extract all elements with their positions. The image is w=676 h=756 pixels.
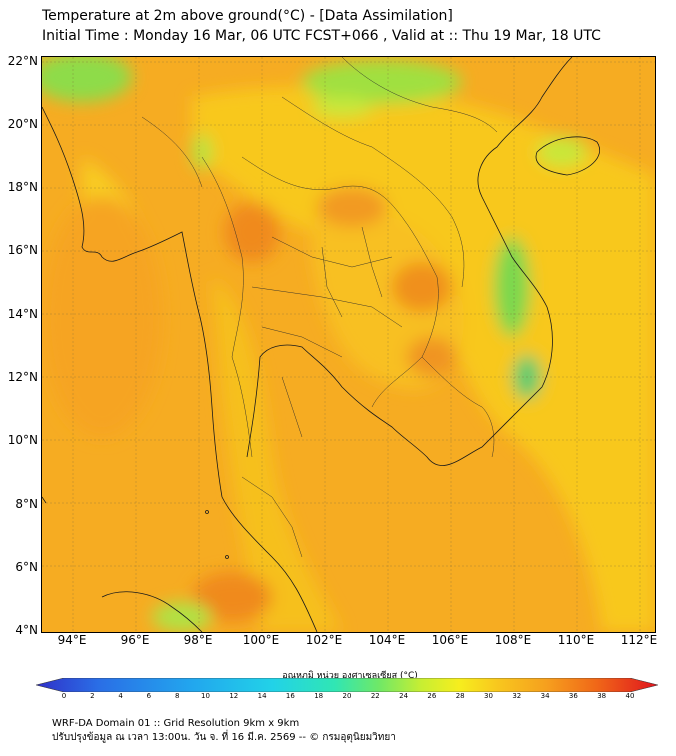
lat-label-22n: 22°N	[7, 54, 38, 68]
footer-line-2: ปรับปรุงข้อมูล ณ เวลา 13:00น. วัน จ. ที่…	[52, 732, 396, 743]
map-title: Temperature at 2m above ground(°C) - [Da…	[42, 6, 601, 46]
footer-line-1: WRF-DA Domain 01 :: Grid Resolution 9km …	[52, 718, 300, 729]
colorbar-tick-label: 26	[427, 692, 437, 700]
title-line-2: Initial Time : Monday 16 Mar, 06 UTC FCS…	[42, 28, 601, 44]
colorbar-tick-label: 0	[61, 692, 67, 700]
colorbar-tick-label: 2	[90, 692, 95, 700]
lon-label-104e: 104°E	[368, 633, 406, 647]
colorbar-tick-label: 20	[342, 692, 352, 700]
colorbar-tick-label: 14	[257, 692, 267, 700]
colorbar-tick-label: 36	[568, 692, 578, 700]
lon-label-94e: 94°E	[57, 633, 87, 647]
colorbar	[36, 678, 658, 692]
colorbar-tick-label: 8	[174, 692, 180, 700]
colorbar-tick-label: 16	[285, 692, 295, 700]
lon-label-110e: 110°E	[557, 633, 595, 647]
lon-label-102e: 102°E	[305, 633, 343, 647]
colorbar-tick-label: 22	[370, 692, 380, 700]
colorbar-tick-label: 12	[229, 692, 239, 700]
map-canvas	[42, 57, 655, 632]
lon-label-106e: 106°E	[431, 633, 469, 647]
colorbar-title: อุณหภูมิ หน่วย องศาเซลเซียส (°C)	[282, 671, 418, 681]
lon-label-108e: 108°E	[494, 633, 532, 647]
lat-label-14n: 14°N	[7, 307, 38, 321]
borders	[141, 57, 498, 558]
lon-label-112e: 112°E	[620, 633, 658, 647]
colorbar-tick-label: 4	[118, 692, 123, 700]
colorbar-tick-label: 40	[625, 692, 635, 700]
colorbar-tick-label: 38	[597, 692, 607, 700]
colorbar-tick-label: 10	[201, 692, 210, 700]
colorbar-tick-label: 18	[314, 692, 324, 700]
title-line-1: Temperature at 2m above ground(°C) - [Da…	[42, 8, 453, 24]
colorbar-tick-label: 32	[512, 692, 522, 700]
colorbar-tick-label: 28	[455, 692, 465, 700]
lat-label-10n: 10°N	[7, 433, 38, 447]
lat-label-16n: 16°N	[7, 243, 38, 257]
lon-label-98e: 98°E	[183, 633, 213, 647]
lat-label-12n: 12°N	[7, 370, 38, 384]
colorbar-tick-label: 30	[484, 692, 493, 700]
lat-label-8n: 8°N	[15, 497, 38, 511]
colorbar-tick-label: 6	[146, 692, 152, 700]
temperature-map[interactable]	[41, 56, 656, 633]
colorbar-tick-label: 24	[399, 692, 409, 700]
lat-label-18n: 18°N	[7, 180, 38, 194]
colorbar-tick-label: 34	[540, 692, 550, 700]
footer: WRF-DA Domain 01 :: Grid Resolution 9km …	[52, 717, 396, 745]
lon-label-96e: 96°E	[120, 633, 150, 647]
lat-label-6n: 6°N	[15, 560, 38, 574]
lat-label-4n: 4°N	[15, 623, 38, 637]
colorbar-gradient	[36, 678, 658, 692]
coastlines	[42, 57, 600, 632]
lat-label-20n: 20°N	[7, 117, 38, 131]
lon-label-100e: 100°E	[242, 633, 280, 647]
